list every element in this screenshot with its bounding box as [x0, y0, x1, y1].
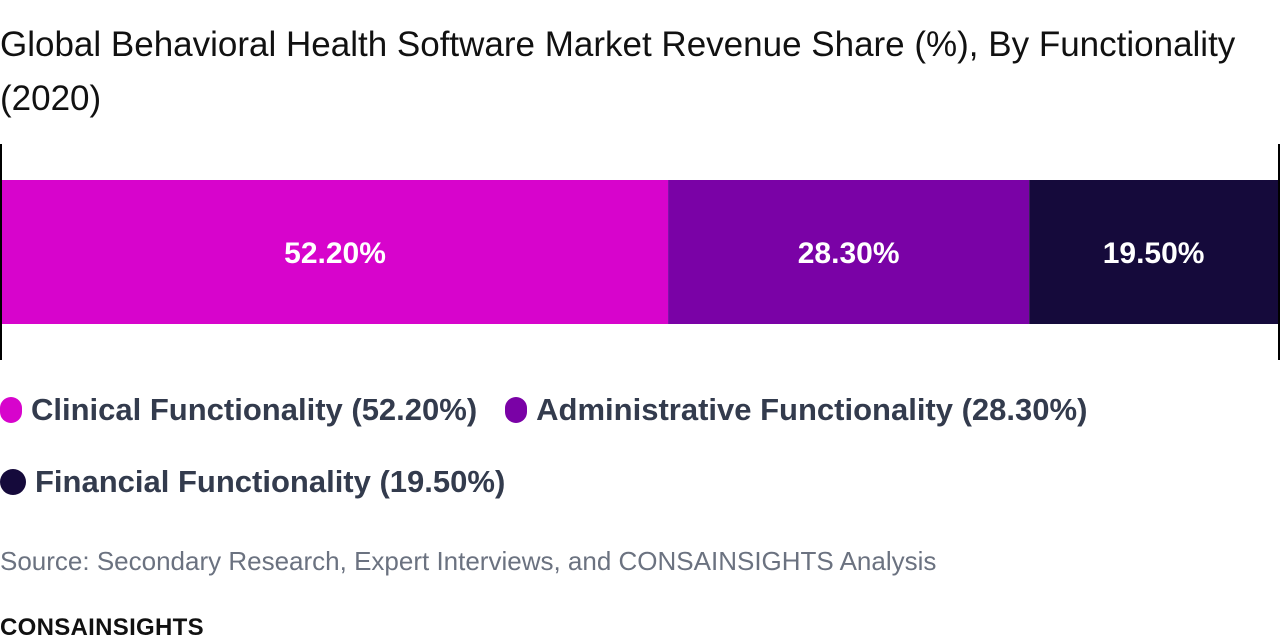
legend: Clinical Functionality (52.20%) Administr… [0, 388, 1280, 504]
stacked-bar-chart: 52.20% 28.30% 19.50% [0, 144, 1280, 360]
bar-segment-2 [668, 180, 1030, 324]
data-label-3: 19.50% [1103, 237, 1205, 270]
legend-swatch-3 [0, 469, 26, 495]
legend-item-3: Financial Functionality (19.50%) [0, 460, 505, 504]
chart-title: Global Behavioral Health Software Market… [0, 25, 1236, 118]
data-label-1: 52.20% [284, 237, 386, 270]
data-label-2: 28.30% [798, 237, 900, 270]
legend-label-3: Financial Functionality (19.50%) [35, 464, 506, 499]
brand-logo-text: CONSAINSIGHTS [0, 614, 204, 641]
bar-segment-1 [2, 180, 669, 324]
legend-item-1: Clinical Functionality (52.20%) [0, 388, 477, 432]
legend-label-2: Administrative Functionality (28.30%) [536, 392, 1088, 427]
chart-area: 52.20% 28.30% 19.50% [0, 144, 1280, 360]
source-note: Source: Secondary Research, Expert Inter… [0, 546, 937, 576]
legend-swatch-2 [505, 397, 528, 423]
legend-item-2: Administrative Functionality (28.30%) [505, 388, 1087, 432]
legend-label-1: Clinical Functionality (52.20%) [31, 392, 478, 427]
legend-swatch-1 [0, 397, 22, 423]
bar-segment-3 [1029, 180, 1278, 324]
